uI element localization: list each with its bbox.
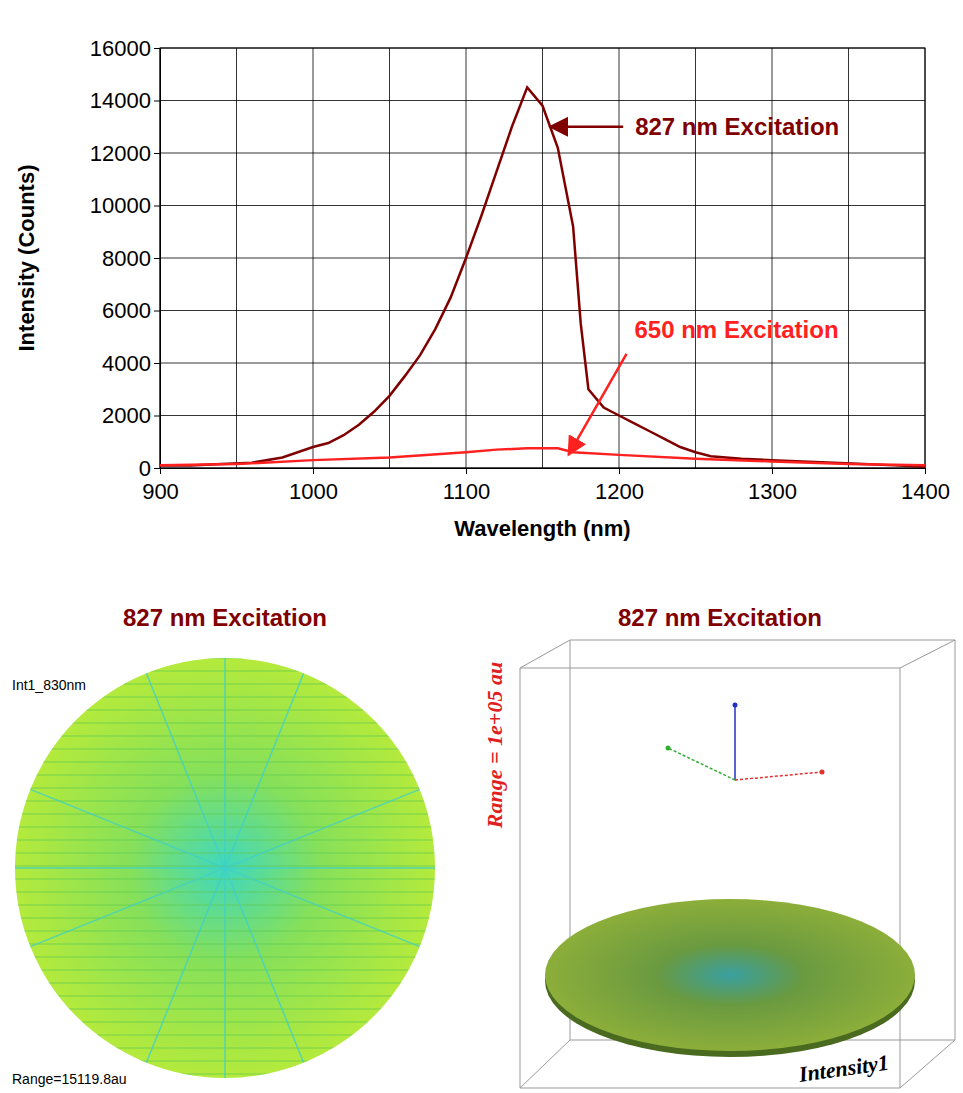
x-tick-label: 1200 — [595, 479, 644, 504]
annotation-label: 827 nm Excitation — [635, 113, 839, 140]
x-tick-mark — [313, 468, 314, 474]
y-tick-mark — [154, 311, 160, 312]
annotations: 827 nm Excitation 650 nm Excitation — [550, 113, 839, 455]
grid-line-y — [160, 100, 925, 101]
x-tick-label: 1100 — [443, 479, 490, 504]
x-tick-label: 1300 — [748, 479, 797, 504]
x-axis-title: Wavelength (nm) — [454, 516, 630, 541]
y-tick-mark — [154, 363, 160, 364]
y-tick: 12000 — [90, 141, 160, 166]
orientation-axis-tip — [666, 746, 671, 751]
disc — [545, 899, 915, 1051]
y-tick-label: 8000 — [102, 246, 151, 271]
range-label: Range = 1e+05 au — [482, 662, 507, 829]
annotation-arrow — [569, 354, 627, 455]
x-tick-label: 1400 — [901, 479, 950, 504]
figure: 9001000110012001300140002000400060008000… — [0, 0, 963, 1093]
box-edge — [520, 668, 900, 669]
y-tick: 6000 — [102, 298, 160, 323]
x-tick: 1200 — [595, 468, 644, 504]
y-tick: 8000 — [102, 246, 160, 271]
y-tick-label: 6000 — [102, 298, 151, 323]
x-tick: 1300 — [748, 468, 797, 504]
box-edge — [520, 1040, 570, 1088]
y-tick-mark — [154, 153, 160, 154]
box-edge — [570, 640, 955, 641]
grid-line-y — [160, 205, 925, 206]
range-label: Range=15119.8au — [12, 1071, 127, 1087]
grid — [160, 48, 925, 468]
y-tick-label: 14000 — [90, 88, 151, 113]
box-edge — [900, 640, 955, 668]
y-tick-label: 16000 — [90, 36, 151, 61]
grid-line-y — [160, 363, 925, 364]
orientation-axis-tip — [733, 703, 738, 708]
lines — [160, 87, 925, 466]
box-edge — [900, 668, 901, 1088]
box-edge — [900, 1040, 955, 1088]
axis-label: Intensity1 — [796, 1050, 890, 1087]
box-edge — [520, 668, 521, 1088]
y-tick: 10000 — [90, 193, 160, 218]
series-line — [160, 87, 925, 466]
x-tick: 1100 — [443, 468, 490, 504]
orientation-axis — [668, 748, 735, 780]
series-line — [160, 448, 925, 465]
grid-line-y — [160, 258, 925, 259]
x-tick-mark — [925, 468, 926, 474]
x-axis-line — [161, 468, 926, 469]
x-tick-label: 1000 — [289, 479, 338, 504]
y-tick-label: 12000 — [90, 141, 151, 166]
x-tick-mark — [160, 468, 161, 474]
plot-frame — [160, 48, 925, 468]
y-tick: 2000 — [102, 403, 160, 428]
y-tick-label: 10000 — [90, 193, 151, 218]
y-tick: 14000 — [90, 88, 160, 113]
y-tick-mark — [154, 101, 160, 102]
x-tick: 1000 — [289, 468, 338, 504]
y-axis-line — [160, 49, 161, 469]
orientation-axis — [734, 705, 736, 780]
orientation-axis-tip — [820, 770, 825, 775]
box-edge — [955, 640, 956, 1040]
y-tick-mark — [154, 206, 160, 207]
y-tick: 0 — [139, 456, 160, 481]
x-tick-mark — [772, 468, 773, 474]
y-tick-mark — [154, 48, 160, 49]
annotation-arrow — [550, 126, 623, 129]
grid-line-y — [160, 415, 925, 416]
annotation-label: 650 nm Excitation — [635, 316, 839, 343]
panel-title: 827 nm Excitation — [123, 604, 327, 631]
y-tick: 4000 — [102, 351, 160, 376]
box-frame — [520, 640, 955, 1088]
box-edge — [520, 1088, 900, 1089]
y-tick-label: 2000 — [102, 403, 151, 428]
grid-line-y — [160, 153, 925, 154]
x-tick: 1400 — [901, 468, 950, 504]
wafer-slip-line — [30, 789, 419, 946]
x-tick-mark — [466, 468, 467, 474]
wafer-map-panel: 827 nm Excitation Int1_830nm Range=15119.8… — [12, 604, 435, 1087]
y-tick-label: 4000 — [102, 351, 151, 376]
wafer-texture — [15, 658, 435, 1078]
wafer — [15, 658, 435, 1078]
map-label: Int1_830nm — [12, 677, 86, 693]
surface-plot-panel: 827 nm Excitation Range = 1e+05 au Intensi… — [482, 604, 955, 1088]
panel-title: 827 nm Excitation — [618, 604, 822, 631]
y-tick-mark — [154, 468, 160, 469]
y-axis-title: Intensity (Counts) — [14, 165, 39, 352]
grid-line-y — [160, 310, 925, 311]
y-tick-mark — [154, 258, 160, 259]
y-axis: 0 2000 4000 6000 8000 10000 12000 14000 16000 — [90, 36, 161, 481]
orientation-axis — [735, 772, 822, 780]
x-tick-mark — [619, 468, 620, 474]
y-tick-mark — [154, 416, 160, 417]
box-edge — [520, 640, 570, 668]
x-axis: 900 1000 1100 1200 1300 1400 — [142, 468, 950, 504]
x-tick-label: 900 — [142, 479, 179, 504]
y-tick-label: 0 — [139, 456, 151, 481]
y-tick: 16000 — [90, 36, 160, 61]
